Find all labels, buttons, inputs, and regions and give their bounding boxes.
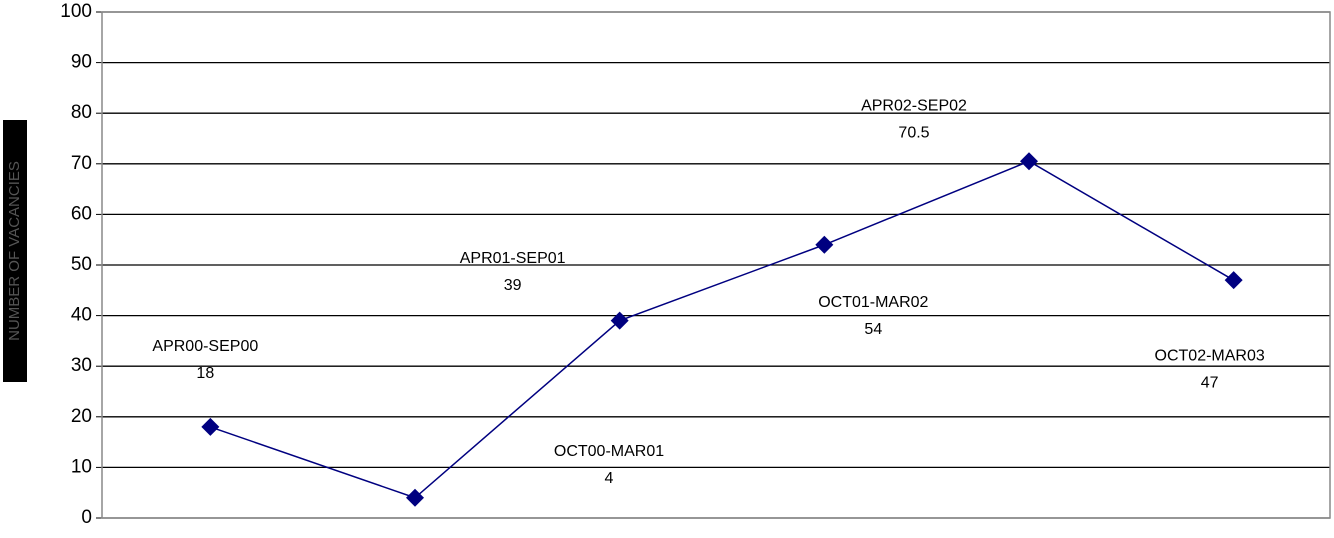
data-label-category: OCT01-MAR02	[818, 294, 928, 311]
data-label: 54	[864, 321, 882, 338]
y-tick-label: 20	[71, 406, 92, 427]
y-tick-label: 90	[71, 52, 92, 73]
data-label: 39	[504, 277, 522, 294]
marker	[201, 417, 220, 436]
marker	[406, 488, 424, 507]
y-tick-label: 100	[60, 1, 92, 22]
data-label: 18	[196, 365, 214, 382]
marker	[1224, 271, 1243, 290]
data-label: 47	[1201, 374, 1219, 391]
y-label-box	[3, 120, 27, 382]
y-tick-label: 40	[71, 305, 92, 326]
y-tick-label: 30	[71, 355, 92, 376]
data-label-category: OCT02-MAR03	[1155, 347, 1265, 364]
data-label-category: APR01-SEP01	[460, 250, 566, 267]
data-label: 4	[605, 470, 614, 487]
marker	[1020, 152, 1038, 171]
data-label: 70.5	[898, 124, 929, 141]
y-tick-label: 10	[71, 456, 92, 477]
marker	[815, 235, 834, 254]
y-tick-label: 80	[71, 102, 92, 123]
y-axis-label: NUMBER OF VACANCIES	[6, 161, 23, 341]
y-tick-label: 70	[71, 153, 92, 174]
data-label-category: OCT00-MAR01	[554, 443, 664, 460]
plot-border	[101, 11, 1331, 519]
data-label-category: APR00-SEP00	[152, 338, 258, 355]
marker	[610, 311, 629, 330]
line	[210, 160, 1235, 499]
y-tick-label: 60	[71, 203, 92, 224]
y-tick-label: 0	[81, 507, 92, 528]
y-tick-label: 50	[71, 254, 92, 275]
data-label-category: APR02-SEP02	[861, 97, 967, 114]
